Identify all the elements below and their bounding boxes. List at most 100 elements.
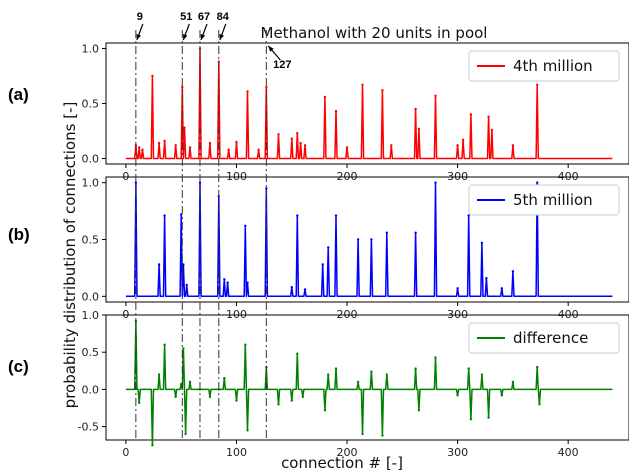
data-point: [490, 128, 494, 132]
data-point: [157, 141, 161, 145]
data-point: [265, 85, 268, 89]
data-point: [511, 270, 515, 273]
y-tick-label: 0.5: [82, 234, 100, 247]
marker-label-84: 84: [217, 11, 230, 23]
data-point: [361, 83, 364, 87]
marker-label-67: 67: [198, 11, 210, 23]
data-point: [469, 113, 473, 116]
data-point: [179, 382, 183, 386]
data-point: [390, 144, 393, 147]
data-point: [208, 141, 212, 145]
data-point: [141, 148, 144, 151]
marker-label-9: 9: [137, 11, 143, 23]
legend-box: [468, 322, 620, 354]
data-point: [296, 352, 299, 355]
y-tick-label: 0.5: [82, 98, 100, 111]
data-point: [246, 281, 249, 284]
data-point: [456, 394, 459, 397]
data-point: [323, 409, 327, 412]
data-point: [381, 89, 384, 92]
data-point: [500, 394, 504, 397]
series-line-5th-million: [125, 181, 613, 298]
legend-label: 5th million: [513, 191, 593, 209]
data-point: [467, 214, 470, 217]
data-point: [277, 403, 280, 406]
data-point: [414, 107, 417, 111]
data-point: [480, 373, 484, 376]
data-point: [244, 343, 247, 346]
data-point: [469, 417, 473, 421]
data-point: [301, 395, 305, 399]
data-point: [327, 246, 330, 249]
x-tick-label: 200: [337, 446, 358, 459]
data-point: [163, 139, 166, 143]
y-tick-label: 0.0: [82, 153, 100, 166]
data-point: [461, 138, 465, 141]
data-point: [434, 94, 437, 98]
data-point: [303, 288, 307, 291]
data-point: [182, 263, 185, 266]
data-point: [356, 380, 360, 384]
data-point: [182, 347, 185, 350]
marker-label-51: 51: [180, 11, 192, 23]
data-point: [370, 238, 373, 241]
data-point: [157, 263, 161, 266]
data-point: [265, 187, 268, 190]
data-point: [487, 115, 490, 118]
data-point: [456, 144, 459, 147]
data-point: [536, 365, 539, 369]
data-point: [137, 401, 141, 404]
y-tick-label: -0.5: [78, 421, 99, 434]
data-point: [290, 399, 293, 402]
data-point: [434, 356, 437, 359]
panel-label: (b): [8, 225, 30, 244]
data-point: [327, 373, 330, 376]
data-point: [485, 276, 488, 280]
x-tick-label: 0: [122, 446, 129, 459]
data-point: [277, 133, 280, 136]
data-point: [257, 148, 260, 151]
data-point: [184, 432, 187, 436]
data-point: [137, 146, 141, 149]
data-point: [157, 373, 161, 376]
data-point: [296, 214, 299, 217]
data-point: [536, 83, 539, 87]
legend: 5th million: [468, 184, 620, 216]
data-point: [370, 370, 373, 373]
series-line-4th-million: [125, 47, 613, 160]
data-point: [188, 146, 192, 149]
data-point: [345, 146, 349, 149]
data-point: [290, 137, 293, 140]
legend-box: [468, 184, 620, 216]
data-point: [299, 141, 302, 145]
y-tick-label: 0.0: [82, 383, 100, 396]
data-point: [223, 278, 226, 281]
data-point: [321, 263, 324, 266]
data-point: [246, 429, 249, 432]
data-point: [511, 144, 515, 147]
marker-label-127: 127: [273, 59, 291, 71]
x-tick-label: 400: [558, 446, 579, 459]
data-point: [511, 380, 515, 384]
data-point: [456, 287, 459, 290]
data-point: [334, 214, 338, 217]
panel-c: 1.0 0.5 0.0 -0.5 0 100 200 300 400 difference (c): [8, 309, 629, 459]
x-tick-label: 100: [226, 446, 247, 459]
legend-label: difference: [513, 329, 588, 347]
data-point: [235, 140, 238, 144]
data-point: [296, 132, 299, 135]
data-point: [480, 241, 484, 245]
data-point: [536, 181, 539, 184]
data-point: [174, 395, 177, 399]
data-point: [181, 85, 184, 89]
data-point: [151, 444, 154, 447]
data-point: [385, 373, 389, 376]
data-point: [361, 432, 364, 436]
data-point: [134, 181, 138, 184]
chart-title: Methanol with 20 units in pool: [261, 24, 488, 42]
data-point: [246, 90, 249, 93]
marker-arrowhead-127: [268, 46, 274, 52]
y-tick-label: 1.0: [82, 43, 100, 56]
data-point: [334, 110, 338, 113]
